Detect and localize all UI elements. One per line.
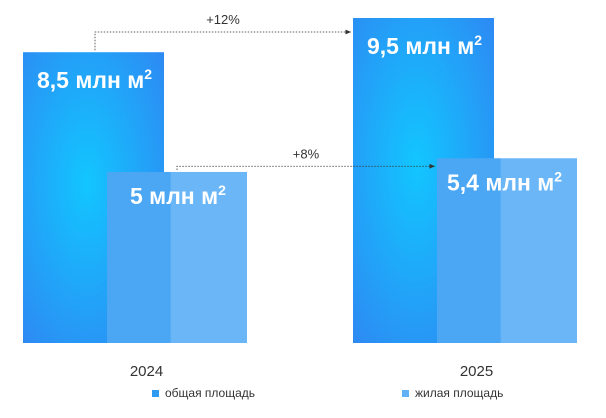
- value-label-living-2025: 5,4 млн м2: [447, 168, 562, 195]
- legend-label-1: жилая площадь: [415, 386, 503, 400]
- growth-arrow-0: [94, 29, 351, 51]
- value-label-total-2024: 8,5 млн м2: [37, 66, 152, 93]
- category-label-2024: 2024: [130, 363, 163, 380]
- growth-arrow-1: [176, 163, 435, 170]
- growth-label-1: +8%: [293, 146, 320, 161]
- value-label-living-2024: 5 млн м2: [130, 182, 226, 209]
- value-label-total-2025: 9,5 млн м2: [367, 32, 482, 59]
- bar-living-2025: [437, 158, 577, 343]
- bar-living-2024: [107, 171, 247, 343]
- legend-swatch-1: [402, 390, 409, 397]
- legend-label-0: общая площадь: [165, 386, 255, 400]
- growth-label-0: +12%: [206, 12, 240, 27]
- legend-swatch-0: [152, 390, 159, 397]
- category-label-2025: 2025: [460, 363, 493, 380]
